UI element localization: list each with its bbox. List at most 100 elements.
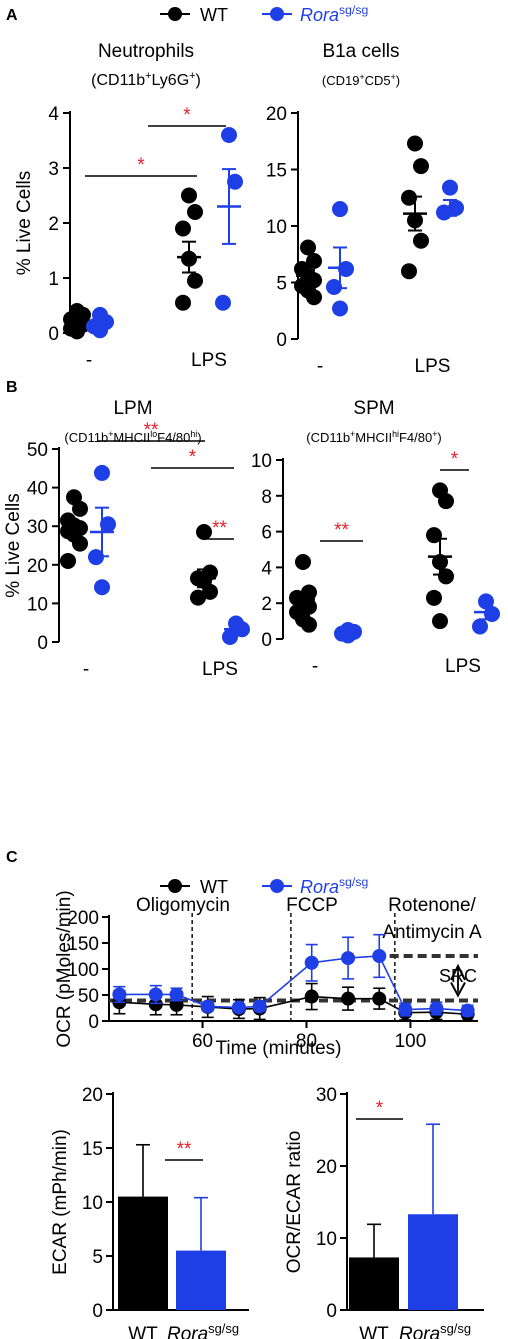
data-point bbox=[300, 239, 316, 256]
sig-label: ** bbox=[144, 420, 159, 441]
data-point bbox=[200, 999, 215, 1014]
y-axis-label: OCR (pMoles/min) bbox=[54, 890, 75, 1047]
x-tick-label: Rorasg/sg bbox=[399, 1321, 471, 1339]
data-point bbox=[341, 951, 356, 966]
y-tick-label: 4 bbox=[261, 558, 272, 579]
label-part: Rora bbox=[167, 1324, 208, 1339]
legend-wt-marker bbox=[168, 879, 182, 893]
label-part: (CD11b bbox=[91, 72, 145, 89]
label-part: lo bbox=[150, 429, 157, 439]
y-tick-label: 30 bbox=[316, 1085, 337, 1106]
data-point bbox=[60, 552, 76, 569]
data-point bbox=[398, 1002, 413, 1017]
chart-title: B1a cells bbox=[322, 41, 399, 62]
label-part: sg/sg bbox=[339, 875, 368, 889]
data-point bbox=[187, 272, 203, 289]
injection-label: Oligomycin bbox=[136, 895, 230, 916]
data-point bbox=[231, 1000, 246, 1015]
bar bbox=[408, 1214, 458, 1310]
y-tick-label: 2 bbox=[261, 594, 272, 615]
y-tick-label: 30 bbox=[27, 517, 48, 538]
legend-wt-label: WT bbox=[200, 877, 228, 897]
x-tick-label: Rorasg/sg bbox=[167, 1321, 239, 1339]
data-point bbox=[295, 554, 311, 571]
label-part: + bbox=[145, 70, 151, 82]
x-tick-label: - bbox=[317, 356, 323, 377]
y-axis-label: % Live Cells bbox=[3, 493, 24, 598]
data-point bbox=[432, 613, 448, 630]
label-part: ) bbox=[196, 72, 201, 89]
chart-title: SPM bbox=[353, 398, 394, 419]
sig-label: ** bbox=[177, 1139, 192, 1160]
data-point bbox=[196, 523, 212, 540]
chart-title: Neutrophils bbox=[98, 41, 194, 62]
y-tick-label: 15 bbox=[266, 161, 287, 182]
x-tick-label: 80 bbox=[296, 1031, 317, 1052]
label-part: + bbox=[359, 72, 364, 82]
label-part: Rora bbox=[300, 5, 339, 25]
chart-subtitle: (CD19+CD5+) bbox=[322, 72, 400, 88]
data-point bbox=[181, 187, 197, 204]
sig-label: * bbox=[137, 155, 145, 176]
data-point bbox=[484, 605, 500, 622]
y-tick-label: 0 bbox=[276, 330, 287, 351]
y-tick-label: 0 bbox=[326, 1301, 337, 1322]
data-point bbox=[401, 189, 417, 206]
label-part: + bbox=[391, 72, 396, 82]
y-tick-label: 20 bbox=[266, 104, 287, 125]
data-point bbox=[413, 232, 429, 249]
data-point bbox=[341, 991, 356, 1006]
label-part: Rora bbox=[300, 877, 339, 897]
panel-letter-a: A bbox=[6, 7, 18, 24]
data-point bbox=[227, 173, 243, 190]
x-tick-label: LPS bbox=[445, 656, 481, 677]
injection-label: Antimycin A bbox=[382, 922, 482, 943]
data-point bbox=[112, 987, 127, 1002]
data-point bbox=[148, 987, 163, 1002]
bar bbox=[349, 1257, 399, 1310]
y-tick-label: 0 bbox=[88, 1012, 99, 1033]
sig-label: ** bbox=[334, 520, 349, 541]
y-tick-label: 0 bbox=[92, 1301, 103, 1322]
label-part: + bbox=[432, 429, 437, 439]
y-tick-label: 1 bbox=[48, 269, 59, 290]
y-tick-label: 0 bbox=[48, 324, 59, 345]
x-tick-label: - bbox=[83, 659, 89, 680]
y-tick-label: 100 bbox=[67, 960, 99, 981]
injection-label: FCCP bbox=[286, 895, 338, 916]
panel-letter-c: C bbox=[6, 849, 18, 866]
label-part: MHCII bbox=[355, 430, 392, 445]
label-part: Rora bbox=[399, 1324, 440, 1339]
x-tick-label: LPS bbox=[202, 659, 238, 680]
label-part: (CD11b bbox=[306, 430, 350, 445]
src-arrow-down-icon bbox=[450, 982, 466, 998]
x-tick-label: LPS bbox=[191, 350, 227, 371]
label-part: ) bbox=[197, 430, 201, 445]
data-point bbox=[72, 500, 88, 517]
label-part: sg/sg bbox=[440, 1321, 471, 1336]
data-point bbox=[72, 535, 88, 552]
label-part: CD5 bbox=[365, 73, 391, 88]
chart-subtitle: (CD11b+Ly6G+) bbox=[91, 70, 201, 89]
y-tick-label: 20 bbox=[27, 556, 48, 577]
chart-subtitle: (CD11b+MHCIIhiF4/80+) bbox=[306, 429, 441, 445]
data-point bbox=[442, 179, 458, 196]
y-tick-label: 200 bbox=[67, 908, 99, 929]
bar bbox=[118, 1196, 168, 1310]
y-tick-label: 0 bbox=[37, 633, 48, 654]
data-point bbox=[301, 616, 317, 633]
y-tick-label: 0 bbox=[261, 630, 272, 651]
data-point bbox=[304, 955, 319, 970]
data-point bbox=[306, 289, 322, 306]
label-part: Ly6G bbox=[151, 72, 189, 89]
data-point bbox=[372, 949, 387, 963]
y-axis-label: OCR/ECAR ratio bbox=[284, 1131, 305, 1274]
sig-label: * bbox=[451, 449, 459, 470]
data-point bbox=[438, 493, 454, 510]
y-tick-label: 10 bbox=[82, 1193, 103, 1214]
data-point bbox=[304, 989, 319, 1004]
legend-ko-marker bbox=[270, 879, 284, 893]
y-tick-label: 6 bbox=[261, 523, 272, 544]
label-part: F4/80 bbox=[157, 430, 190, 445]
data-point bbox=[94, 579, 110, 596]
